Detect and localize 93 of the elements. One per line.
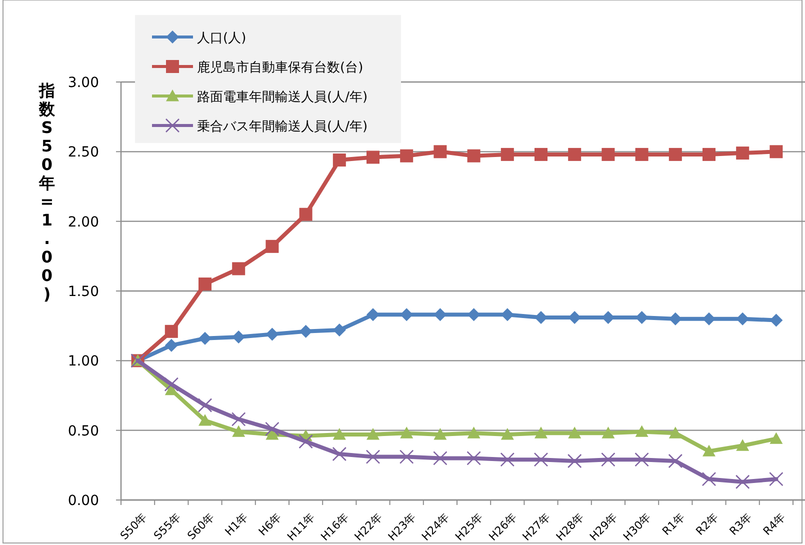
point [466, 451, 481, 466]
point [635, 148, 648, 161]
point [702, 148, 716, 161]
point [467, 426, 480, 438]
point [198, 278, 212, 291]
point [568, 426, 582, 438]
point [231, 412, 246, 426]
point [534, 310, 548, 324]
point [366, 428, 380, 440]
point [433, 451, 448, 466]
y-tick-label: 3.00 [68, 75, 99, 91]
point [299, 324, 312, 338]
point [434, 308, 447, 322]
point [500, 428, 514, 440]
point [534, 148, 548, 161]
point [602, 310, 615, 324]
point [568, 148, 582, 161]
y-tick-label: 0.50 [68, 423, 99, 440]
point [702, 472, 716, 486]
point [434, 145, 447, 158]
point [366, 450, 380, 464]
y-tick-label: 2.50 [68, 144, 99, 161]
x-tick-label: R4年 [760, 510, 788, 538]
x-tick-label: H6年 [256, 510, 284, 538]
point [366, 308, 380, 322]
x-tick-label: S55年 [151, 510, 184, 542]
point [735, 474, 750, 490]
point [299, 208, 312, 221]
point [467, 308, 480, 322]
point [534, 426, 548, 438]
point [332, 324, 346, 337]
point [736, 312, 750, 326]
legend-label: 路面電車年間輸送人員(人/年) [197, 90, 368, 105]
point [434, 428, 447, 440]
legend-label: 人口(人) [197, 31, 246, 46]
point [668, 148, 682, 161]
legend-label: 鹿児島市自動車保有台数(台) [197, 60, 364, 76]
point [736, 146, 750, 160]
x-tick-label: R2年 [693, 510, 721, 538]
point [668, 312, 682, 326]
x-tick-label: R1年 [660, 510, 688, 538]
point [164, 338, 178, 352]
point [668, 454, 683, 468]
text: 指数S50年=1.00) [39, 81, 55, 304]
point [769, 472, 784, 486]
point [770, 145, 783, 158]
point [770, 432, 783, 444]
point [332, 154, 346, 167]
y-tick-label: 2.00 [68, 214, 99, 230]
point [602, 426, 615, 438]
point [635, 310, 648, 324]
point [602, 148, 615, 161]
y-tick-label: 1.50 [68, 284, 99, 300]
x-tick-label: S50年 [118, 510, 150, 542]
point [232, 425, 246, 437]
y-tick-label: 1.00 [68, 354, 99, 370]
point [668, 426, 682, 438]
point [198, 414, 212, 426]
point [567, 454, 582, 468]
point [198, 398, 212, 412]
x-tick-label: S60年 [184, 510, 217, 542]
point [298, 434, 313, 449]
point [500, 308, 514, 322]
point [266, 240, 279, 253]
point [265, 422, 280, 436]
point [332, 428, 346, 440]
point [702, 444, 716, 456]
point [232, 330, 246, 344]
point [634, 452, 649, 467]
point [400, 308, 414, 322]
point [164, 377, 179, 392]
point [400, 149, 414, 162]
point [399, 450, 414, 464]
point [198, 332, 212, 345]
legend-label: 乗合バス年間輸送人員(人/年) [197, 120, 368, 134]
point [164, 324, 178, 338]
point [232, 262, 246, 276]
point [736, 439, 750, 451]
point [332, 446, 347, 462]
point [770, 314, 783, 327]
point [400, 426, 414, 438]
x-tick-label: R3年 [727, 510, 754, 538]
point [635, 425, 648, 437]
point [500, 452, 515, 467]
y-tick-label: 0.00 [68, 493, 99, 509]
point [467, 149, 480, 162]
point [702, 312, 716, 326]
point [366, 150, 380, 164]
point [534, 452, 548, 467]
x-tick-label: H1年 [222, 510, 250, 538]
point [601, 452, 616, 467]
point [266, 328, 279, 341]
point [500, 148, 514, 161]
